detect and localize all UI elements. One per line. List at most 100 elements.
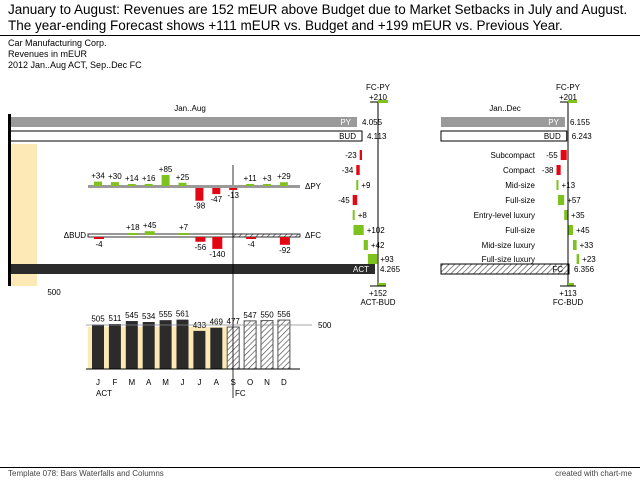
waterfall-bar-1-jan-aug (359, 150, 362, 160)
delta-py-bar-10 (246, 184, 255, 186)
delta-py-label: ΔPY (305, 182, 322, 191)
delta-py-value-5: +85 (159, 165, 173, 174)
variance-header-top-jan-dec: FC-PY (556, 83, 581, 92)
waterfall-value-4-jan-dec: +57 (567, 196, 581, 205)
variance-header-bottom-jan-aug: ACT-BUD (360, 298, 395, 307)
waterfall-bar-2-jan-dec (556, 165, 561, 175)
waterfall-bar-8-jan-aug (367, 254, 378, 264)
month-label-6: J (181, 378, 185, 387)
delta-bud-bar-3 (144, 231, 155, 235)
waterfall-value-2-jan-dec: -38 (542, 166, 554, 175)
delta-py-bar-7 (195, 188, 204, 201)
delta-py-axis (88, 185, 300, 188)
column-value-8: 469 (210, 318, 224, 327)
delta-bud-bar-6 (212, 237, 223, 249)
variance-mark-bottom-jan-dec (568, 283, 574, 286)
waterfall-value-7-jan-dec: +33 (580, 241, 594, 250)
bar-value-bud-jan-aug: 4.113 (367, 132, 387, 141)
delta-bud-bar-4 (178, 233, 189, 235)
variance-bottom-label-jan-aug: +152 (369, 289, 388, 298)
delta-bud-bar-2 (127, 233, 138, 235)
variance-bottom-label-jan-dec: +113 (559, 289, 577, 298)
waterfall-bar-7-jan-aug (363, 240, 368, 250)
segment-label-5: Entry-level luxury (474, 211, 535, 220)
variance-header-bottom-jan-dec: FC-BUD (553, 298, 583, 307)
delta-py-bar-1 (94, 181, 102, 186)
delta-bud-value-1: -4 (95, 240, 103, 249)
delta-bud-value-5: -56 (195, 243, 207, 252)
column-4 (142, 322, 155, 369)
waterfall-bar-4-jan-dec (557, 195, 565, 205)
segment-label-8: Full-size luxury (482, 255, 535, 264)
column-value-2: 511 (109, 314, 122, 323)
left-axis (8, 114, 11, 286)
column-value-3: 545 (125, 311, 139, 320)
delta-fc-axis (232, 233, 301, 238)
measure-label: Revenues in mEUR (8, 49, 88, 59)
waterfall-value-6-jan-aug: +102 (367, 226, 386, 235)
segment-label-2: Compact (503, 166, 536, 175)
segment-label-7: Mid-size luxury (482, 241, 535, 250)
waterfall-bar-6-jan-aug (353, 225, 364, 235)
delta-bud-value-6: -140 (209, 250, 226, 259)
bar-label-act: ACT (353, 265, 369, 274)
month-label-10: O (247, 378, 253, 387)
delta-py-bar-9 (229, 188, 238, 190)
delta-py-bar-12 (279, 182, 288, 186)
delta-py-value-6: +25 (176, 173, 190, 182)
waterfall-bar-2-jan-aug (356, 165, 360, 175)
delta-py-value-4: +16 (142, 174, 156, 183)
column-2 (108, 324, 121, 369)
delta-py-bar-5 (161, 174, 170, 186)
panel-title-jan-dec: Jan..Dec (489, 104, 521, 113)
delta-py-value-1: +34 (91, 172, 105, 181)
credit-label: created with chart-me (555, 469, 632, 478)
headline: January to August: Revenues are 152 mEUR… (8, 2, 632, 34)
waterfall-bar-5-jan-aug (352, 210, 355, 220)
variance-mark-top-jan-dec (568, 100, 577, 103)
waterfall-value-2-jan-aug: -34 (342, 166, 354, 175)
waterfall-value-4-jan-aug: -45 (338, 196, 350, 205)
month-label-3: M (128, 378, 135, 387)
variance-mark-bottom-jan-aug (378, 283, 386, 286)
bar-bud-jan-aug (9, 130, 363, 142)
waterfall-bar-7-jan-dec (572, 240, 577, 250)
column-8 (210, 327, 223, 369)
bar-fc-jan-dec (440, 263, 570, 275)
month-label-11: N (264, 378, 270, 387)
bar-value-fc-jan-dec: 6.356 (574, 265, 595, 274)
delta-py-bar-3 (127, 184, 136, 186)
column-7 (193, 330, 206, 369)
column-value-12: 556 (277, 310, 291, 319)
headline-line-2: The year-ending Forecast shows +111 mEUR… (8, 18, 563, 33)
delta-bud-value-8: -92 (279, 246, 291, 255)
delta-py-value-11: +3 (262, 174, 272, 183)
column-10 (243, 320, 257, 370)
waterfall-bar-8-jan-dec (576, 254, 580, 264)
period-label: 2012 Jan..Aug ACT, Sep..Dec FC (8, 60, 142, 70)
column-3 (125, 321, 138, 369)
waterfall-value-5-jan-dec: +35 (571, 211, 585, 220)
month-label-5: M (162, 378, 169, 387)
segment-label-6: Full-size (505, 226, 535, 235)
waterfall-bar-3-jan-dec (556, 180, 559, 190)
bar-py-jan-dec (441, 117, 565, 127)
segment-label-1: Subcompact (491, 151, 536, 160)
column-11 (260, 320, 274, 370)
waterfall-bar-6-jan-dec (568, 225, 573, 235)
delta-bud-bar-1 (94, 237, 104, 239)
variance-top-label-jan-aug: +210 (369, 93, 388, 102)
delta-py-value-8: -47 (211, 195, 223, 204)
delta-bud-bar-5 (195, 237, 206, 242)
delta-bud-bar-7 (246, 237, 257, 239)
delta-py-value-7: -98 (194, 202, 206, 211)
month-label-1: J (96, 378, 100, 387)
variance-header-top-jan-aug: FC-PY (366, 83, 391, 92)
panel-title-jan-aug: Jan..Aug (174, 104, 206, 113)
delta-py-bar-8 (212, 188, 221, 195)
waterfall-value-3-jan-aug: +9 (361, 181, 371, 190)
column-value-1: 505 (91, 315, 105, 324)
delta-py-value-3: +14 (125, 174, 139, 183)
waterfall-value-6-jan-dec: +45 (576, 226, 590, 235)
